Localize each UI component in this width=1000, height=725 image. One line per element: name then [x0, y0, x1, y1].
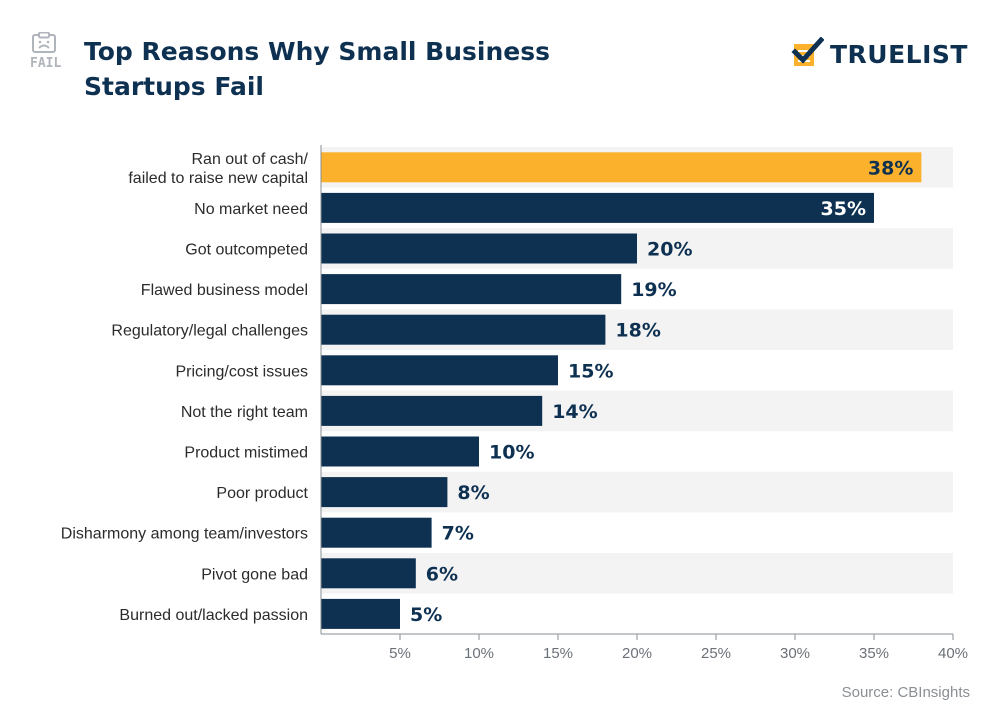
checkmark-list-icon — [791, 37, 824, 66]
bar — [321, 517, 432, 548]
category-label: Regulatory/legal challenges — [111, 323, 308, 340]
category-label: No market need — [194, 201, 308, 218]
data-label: 10% — [489, 442, 534, 464]
bar — [321, 152, 922, 183]
bar — [321, 355, 558, 386]
data-label: 8% — [457, 482, 489, 504]
fail-clipboard-icon: FAIL — [28, 31, 68, 72]
brand-name: TRUELIST — [830, 39, 968, 69]
bar — [321, 395, 543, 426]
category-label: Not the right team — [181, 404, 308, 421]
bar — [321, 314, 606, 345]
data-label: 6% — [426, 563, 458, 585]
category-label: Disharmony among team/investors — [61, 526, 308, 543]
data-label: 18% — [615, 320, 660, 342]
data-label: 38% — [868, 157, 913, 179]
bar — [321, 477, 448, 508]
page-title: Top Reasons Why Small Business Startups … — [84, 34, 684, 104]
x-tick-label: 30% — [780, 645, 810, 662]
data-label: 20% — [647, 239, 692, 261]
category-label: Poor product — [216, 485, 308, 502]
data-label: 15% — [568, 360, 613, 382]
bar — [321, 192, 874, 223]
data-label: 35% — [821, 198, 866, 220]
category-label: Ran out of cash/ — [191, 151, 308, 168]
category-label: Pricing/cost issues — [176, 363, 309, 380]
category-label: Got outcompeted — [185, 242, 308, 259]
category-label: Flawed business model — [141, 282, 308, 299]
x-tick-label: 35% — [859, 645, 889, 662]
brand-logo: TRUELIST — [790, 37, 968, 70]
fail-icon-text: FAIL — [30, 56, 61, 71]
category-label: Burned out/lacked passion — [119, 607, 308, 624]
x-tick-label: 25% — [701, 645, 731, 662]
x-tick-label: 20% — [622, 645, 652, 662]
title-line-2: Startups Fail — [84, 72, 265, 101]
data-label: 19% — [631, 279, 676, 301]
data-label: 5% — [410, 604, 442, 626]
x-tick-label: 15% — [543, 645, 573, 662]
source-note: Source: CBInsights — [841, 684, 970, 701]
category-label: failed to raise new capital — [128, 170, 308, 187]
bar — [321, 598, 400, 629]
bar — [321, 233, 637, 264]
x-tick-label: 40% — [938, 645, 968, 662]
bar — [321, 558, 416, 589]
category-label: Product mistimed — [184, 445, 308, 462]
bar — [321, 436, 479, 467]
title-line-1: Top Reasons Why Small Business — [84, 37, 550, 66]
x-tick-label: 10% — [464, 645, 494, 662]
x-tick-label: 5% — [389, 645, 411, 662]
bar — [321, 274, 622, 305]
data-label: 7% — [442, 523, 474, 545]
category-label: Pivot gone bad — [201, 566, 308, 583]
row-band — [321, 553, 953, 594]
data-label: 14% — [552, 401, 597, 423]
